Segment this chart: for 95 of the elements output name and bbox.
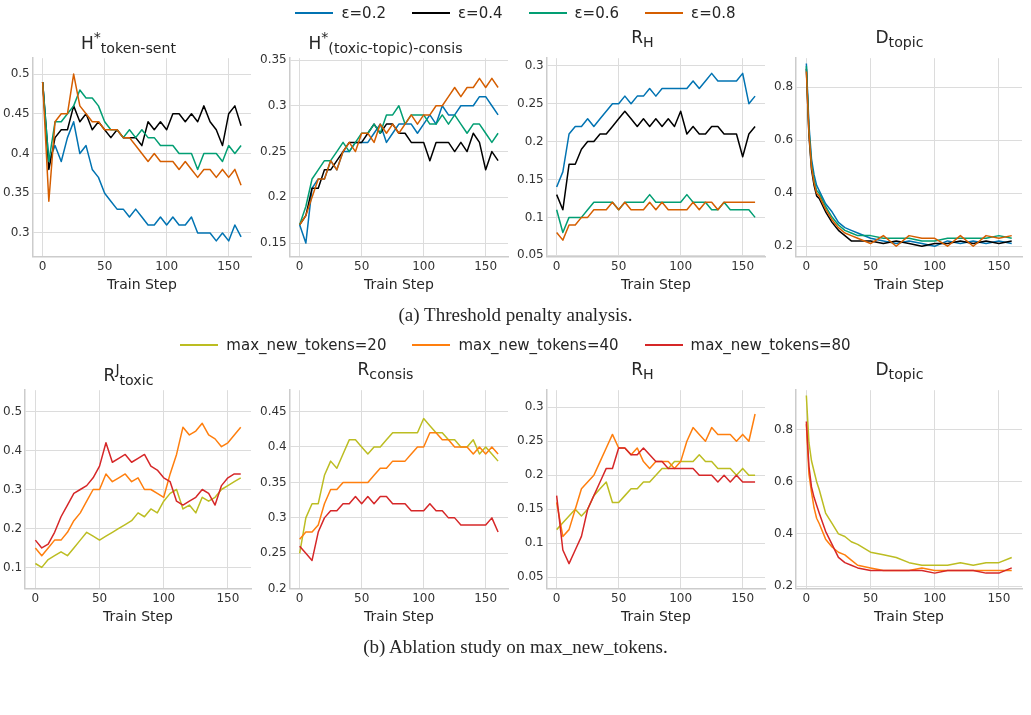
- x-tick-label: 150: [216, 591, 240, 606]
- x-tick-label: 150: [987, 591, 1011, 606]
- y-tick-label: 0.4: [773, 185, 794, 200]
- y-tick-label: 0.1: [524, 209, 544, 224]
- x-tick-label: 150: [217, 259, 241, 274]
- x-axis-title: Train Step: [873, 608, 945, 625]
- legend-label: ε=0.2: [341, 4, 386, 22]
- y-tick-label: 0.3: [524, 57, 544, 72]
- legend-label: ε=0.4: [457, 4, 503, 22]
- y-tick-label: 0.2: [267, 580, 287, 595]
- chart-title: R$_{H}$: [630, 358, 655, 383]
- x-tick-label: 150: [474, 259, 498, 274]
- y-tick-label: 0.35: [3, 185, 30, 200]
- x-tick-label: 0: [38, 259, 47, 274]
- x-tick-label: 50: [354, 259, 370, 274]
- legend-label: max_new_tokens=20: [226, 336, 387, 354]
- y-tick-label: 0.8: [773, 421, 794, 436]
- x-tick-label: 100: [923, 591, 947, 606]
- y-tick-label: 0.6: [773, 132, 794, 147]
- y-tick-label: 0.35: [260, 52, 287, 67]
- x-tick-label: 100: [412, 591, 436, 606]
- x-tick-label: 150: [474, 591, 498, 606]
- y-tick-label: 0.3: [267, 510, 287, 524]
- y-tick-label: 0.5: [10, 66, 30, 81]
- y-tick-label: 0.25: [260, 143, 287, 158]
- y-tick-label: 0.15: [517, 501, 544, 516]
- y-tick-label: 0.3: [524, 399, 544, 414]
- y-tick-label: 0.4: [2, 442, 23, 457]
- y-tick-label: 0.5: [2, 403, 23, 418]
- y-tick-label: 0.25: [517, 95, 544, 110]
- y-tick-label: 0.05: [517, 569, 544, 584]
- y-tick-label: 0.15: [260, 235, 287, 250]
- x-tick-label: 100: [669, 259, 693, 274]
- x-tick-label: 50: [862, 259, 879, 274]
- x-tick-label: 150: [731, 591, 755, 606]
- x-tick-label: 0: [295, 259, 304, 274]
- y-tick-label: 0.3: [10, 225, 30, 240]
- y-tick-label: 0.4: [773, 526, 794, 541]
- x-tick-label: 50: [354, 591, 370, 606]
- x-axis-title: Train Step: [362, 608, 434, 625]
- y-tick-label: 0.3: [2, 481, 23, 496]
- y-tick-label: 0.2: [524, 467, 544, 482]
- y-tick-label: 0.05: [517, 247, 544, 262]
- text: (b) Ablation study on max_new_tokens.: [362, 635, 669, 659]
- y-tick-label: 0.4: [10, 145, 30, 160]
- x-tick-label: 100: [412, 259, 436, 274]
- y-tick-label: 0.2: [267, 189, 287, 204]
- x-axis-title: Train Step: [873, 276, 945, 293]
- y-tick-label: 0.8: [773, 79, 794, 94]
- legend-label: max_new_tokens=40: [458, 336, 619, 354]
- legend-label: max_new_tokens=80: [690, 336, 851, 354]
- x-tick-label: 0: [295, 591, 304, 606]
- y-tick-label: 0.2: [2, 520, 23, 535]
- x-tick-label: 150: [731, 259, 755, 274]
- y-tick-label: 0.6: [773, 473, 794, 488]
- x-tick-label: 150: [987, 259, 1011, 274]
- legend-label: ε=0.6: [574, 4, 620, 22]
- x-tick-label: 100: [669, 591, 693, 606]
- x-axis-title: Train Step: [362, 276, 434, 293]
- chart-title: D$_{topic}$: [874, 358, 925, 383]
- x-axis-title: Train Step: [619, 276, 691, 293]
- x-tick-label: 100: [155, 259, 179, 274]
- y-tick-label: 0.4: [267, 439, 287, 454]
- x-tick-label: 0: [552, 259, 561, 274]
- chart-title: R$_{H}$: [630, 26, 655, 51]
- y-tick-label: 0.1: [524, 535, 544, 550]
- x-tick-label: 50: [97, 259, 113, 274]
- x-tick-label: 50: [611, 259, 627, 274]
- chart-title: R$_{consis}$: [356, 358, 415, 383]
- x-tick-label: 0: [802, 591, 811, 606]
- x-axis-title: Train Step: [619, 608, 691, 625]
- y-tick-label: 0.1: [2, 559, 23, 574]
- y-tick-label: 0.25: [517, 433, 544, 448]
- y-tick-label: 0.2: [773, 578, 794, 593]
- x-axis-title: Train Step: [102, 608, 174, 625]
- x-tick-label: 0: [802, 259, 811, 274]
- x-axis-title: Train Step: [105, 276, 177, 293]
- y-tick-label: 0.2: [524, 133, 544, 148]
- y-tick-label: 0.45: [260, 403, 287, 418]
- x-tick-label: 100: [923, 259, 947, 274]
- x-tick-label: 100: [152, 591, 176, 606]
- y-tick-label: 0.15: [517, 171, 544, 186]
- legend-label: ε=0.8: [691, 4, 736, 22]
- y-tick-label: 0.25: [260, 545, 287, 560]
- text: (a) Threshold penalty analysis.: [397, 303, 634, 327]
- x-tick-label: 50: [91, 591, 108, 606]
- chart-title: D$_{topic}$: [874, 26, 925, 51]
- y-tick-label: 0.3: [267, 97, 287, 112]
- y-tick-label: 0.2: [773, 238, 794, 253]
- x-tick-label: 50: [862, 591, 879, 606]
- x-tick-label: 0: [31, 591, 40, 606]
- x-tick-label: 50: [611, 591, 627, 606]
- y-tick-label: 0.35: [260, 474, 287, 489]
- y-tick-label: 0.45: [3, 105, 30, 120]
- x-tick-label: 0: [552, 591, 561, 606]
